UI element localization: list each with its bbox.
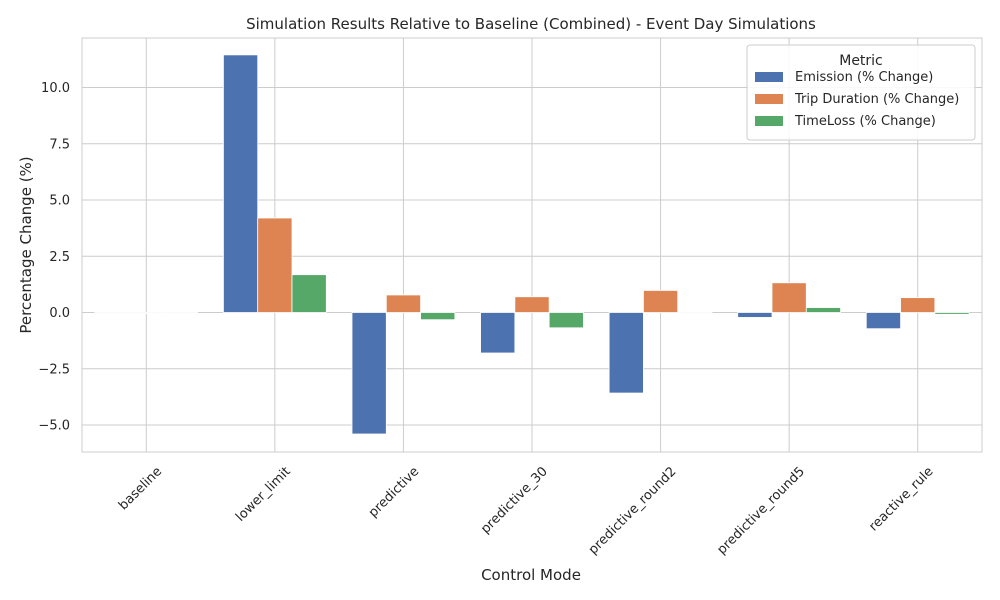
- y-tick-label: 0.0: [49, 306, 70, 321]
- bar-predictive_round2-0: [608, 312, 644, 394]
- chart-title: Simulation Results Relative to Baseline …: [246, 15, 816, 33]
- bar-lower_limit-0: [223, 54, 259, 313]
- bar-reactive_rule-2: [934, 312, 970, 315]
- bar-predictive_30-2: [548, 312, 584, 329]
- bar-predictive_round5-2: [805, 307, 841, 313]
- legend-items: Emission (% Change) Trip Duration (% Chan…: [755, 70, 959, 129]
- legend-swatch-1: [755, 94, 783, 104]
- bar-predictive-0: [351, 312, 387, 435]
- x-tick-label-predictive_round5: predictive_round5: [714, 464, 808, 558]
- x-tick-label-reactive_rule: reactive_rule: [866, 464, 936, 534]
- bar-predictive_round2-1: [643, 290, 679, 313]
- x-tick-labels: baseline lower_limit predictive predictive_…: [116, 464, 937, 558]
- x-tick-label-predictive_round2: predictive_round2: [586, 464, 680, 558]
- y-axis-label: Percentage Change (%): [17, 156, 35, 333]
- bar-baseline-2: [163, 312, 199, 314]
- legend-box: [746, 44, 976, 141]
- y-tick-label: 7.5: [49, 137, 70, 152]
- bar-lower_limit-1: [257, 217, 293, 313]
- x-tick-label-predictive: predictive: [366, 464, 422, 520]
- bar-predictive_round5-0: [737, 312, 773, 318]
- legend-swatch-2: [755, 116, 783, 126]
- bar-predictive-1: [385, 294, 421, 313]
- x-tick-label-lower_limit: lower_limit: [233, 464, 294, 525]
- x-axis-label: Control Mode: [481, 566, 581, 584]
- legend-swatch-0: [755, 72, 783, 82]
- bar-predictive_30-1: [514, 296, 550, 313]
- y-tick-label: 2.5: [49, 250, 70, 265]
- y-tick-label: 10.0: [41, 81, 70, 96]
- bar-reactive_rule-1: [900, 297, 936, 313]
- bar-predictive-2: [420, 312, 456, 321]
- bar-baseline-0: [94, 312, 130, 314]
- y-tick-label: −5.0: [38, 419, 70, 434]
- bar-predictive_round2-2: [677, 312, 713, 314]
- legend-label-2: TimeLoss (% Change): [794, 114, 936, 129]
- y-tick-label: −2.5: [38, 362, 70, 377]
- bar-predictive_round5-1: [771, 282, 807, 313]
- bar-reactive_rule-0: [865, 312, 901, 330]
- x-tick-label-predictive_30: predictive_30: [478, 464, 551, 537]
- legend-label-0: Emission (% Change): [795, 70, 933, 85]
- legend: Metric Emission (% Change) Trip Duration …: [746, 44, 976, 141]
- bars: [94, 54, 970, 435]
- bar-baseline-1: [128, 312, 164, 314]
- plot-frame: [81, 37, 983, 453]
- bar-lower_limit-2: [291, 274, 327, 313]
- legend-title: Metric: [839, 53, 883, 69]
- x-tick-label-baseline: baseline: [116, 464, 165, 513]
- bar-predictive_30-0: [480, 312, 516, 354]
- y-tick-label: 5.0: [49, 194, 70, 209]
- legend-label-1: Trip Duration (% Change): [794, 92, 959, 107]
- y-tick-labels: −5.0 −2.5 0.0 2.5 5.0 7.5 10.0: [38, 81, 70, 434]
